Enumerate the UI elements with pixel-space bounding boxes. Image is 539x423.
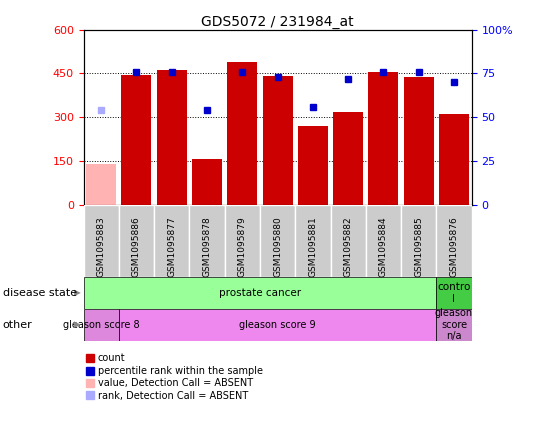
Text: GSM1095877: GSM1095877 [167, 216, 176, 277]
Title: GDS5072 / 231984_at: GDS5072 / 231984_at [201, 14, 354, 29]
Legend: count, percentile rank within the sample, value, Detection Call = ABSENT, rank, : count, percentile rank within the sample… [83, 349, 266, 405]
Bar [119, 309, 437, 341]
Text: prostate cancer: prostate cancer [219, 288, 301, 298]
Bar [119, 205, 154, 277]
Bar [121, 75, 151, 205]
Bar [437, 309, 472, 341]
Bar [84, 205, 119, 277]
Bar [157, 70, 186, 205]
Text: gleason score 8: gleason score 8 [63, 320, 140, 330]
Bar [154, 205, 189, 277]
Bar [295, 205, 330, 277]
Text: gleason score 9: gleason score 9 [239, 320, 316, 330]
Bar [437, 277, 472, 309]
Text: contro
l: contro l [437, 282, 471, 304]
Bar [369, 72, 398, 205]
Bar [86, 164, 116, 205]
Text: disease state: disease state [3, 288, 77, 298]
Bar [437, 205, 472, 277]
Bar [189, 205, 225, 277]
Bar [192, 159, 222, 205]
Bar [366, 205, 401, 277]
Bar [227, 62, 257, 205]
Text: GSM1095882: GSM1095882 [344, 216, 353, 277]
Bar [404, 77, 434, 205]
Text: GSM1095883: GSM1095883 [96, 216, 106, 277]
Text: GSM1095885: GSM1095885 [414, 216, 423, 277]
Bar [225, 205, 260, 277]
Text: GSM1095879: GSM1095879 [238, 216, 247, 277]
Bar [260, 205, 295, 277]
Text: GSM1095878: GSM1095878 [203, 216, 211, 277]
Text: gleason
score
n/a: gleason score n/a [435, 308, 473, 341]
Bar [401, 205, 437, 277]
Bar [439, 114, 469, 205]
Text: GSM1095884: GSM1095884 [379, 216, 388, 277]
Bar [333, 112, 363, 205]
Bar [262, 77, 293, 205]
Text: GSM1095876: GSM1095876 [450, 216, 459, 277]
Text: other: other [3, 320, 32, 330]
Text: GSM1095880: GSM1095880 [273, 216, 282, 277]
Bar [330, 205, 366, 277]
Bar [84, 309, 119, 341]
Text: GSM1095886: GSM1095886 [132, 216, 141, 277]
Text: GSM1095881: GSM1095881 [308, 216, 317, 277]
Bar [298, 126, 328, 205]
